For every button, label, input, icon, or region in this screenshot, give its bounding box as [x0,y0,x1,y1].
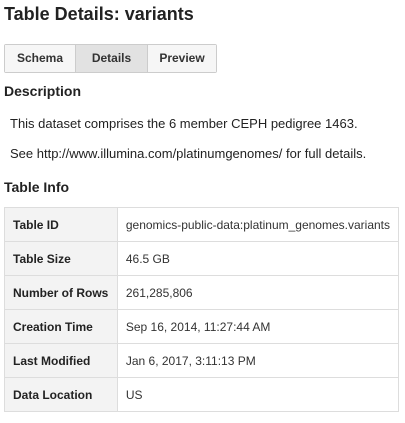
data-location-label: Data Location [4,377,118,412]
table-size-label: Table Size [4,241,118,276]
table-row: Table ID genomics-public-data:platinum_g… [4,207,400,242]
table-row: Table Size 46.5 GB [4,241,400,276]
data-location-value: US [116,377,400,412]
table-row: Last Modified Jan 6, 2017, 3:11:13 PM [4,343,400,378]
table-size-value: 46.5 GB [116,241,400,276]
description-heading: Description [4,83,82,99]
tab-schema[interactable]: Schema [5,45,75,72]
page-title: Table Details: variants [4,4,194,24]
table-row: Number of Rows 261,285,806 [4,275,400,310]
table-id-label: Table ID [4,207,118,242]
table-id-value: genomics-public-data:platinum_genomes.va… [116,207,400,242]
creation-time-value: Sep 16, 2014, 11:27:44 AM [116,309,400,344]
description-text: See http://www.illumina.com/platinumgeno… [10,146,367,161]
creation-time-label: Creation Time [4,309,118,344]
tab-details[interactable]: Details [75,45,147,72]
last-modified-value: Jan 6, 2017, 3:11:13 PM [116,343,400,378]
table-info-table: Table ID genomics-public-data:platinum_g… [4,207,400,412]
tab-bar: Schema Details Preview [4,44,217,73]
table-row: Creation Time Sep 16, 2014, 11:27:44 AM [4,309,400,344]
number-of-rows-value: 261,285,806 [116,275,400,310]
table-row: Data Location US [4,377,400,412]
number-of-rows-label: Number of Rows [4,275,118,310]
last-modified-label: Last Modified [4,343,118,378]
tab-preview[interactable]: Preview [147,45,216,72]
description-text: This dataset comprises the 6 member CEPH… [10,116,358,131]
table-info-heading: Table Info [4,179,70,195]
